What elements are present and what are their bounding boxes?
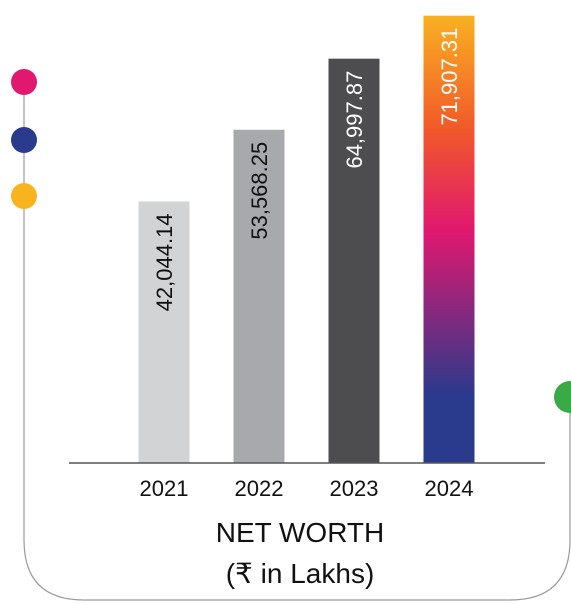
pink-dot	[11, 69, 37, 95]
x-tick-label-2024: 2024	[425, 476, 474, 501]
bar-value-label-2024: 71,907.31	[437, 28, 462, 126]
bar-2024	[423, 15, 475, 463]
frame-line	[23, 82, 571, 601]
x-tick-label-2022: 2022	[235, 476, 284, 501]
bar-labels-group: 42,044.14 53,568.25 64,997.87 71,907.31	[152, 28, 462, 312]
bars-group	[138, 15, 475, 463]
x-tick-labels: 2021 2022 2023 2024	[140, 476, 474, 501]
bar-2023	[328, 58, 380, 463]
bar-2022	[233, 129, 285, 463]
yellow-dot	[11, 183, 37, 209]
bar-2021	[138, 201, 190, 463]
navy-dot	[11, 127, 37, 153]
x-tick-label-2023: 2023	[330, 476, 379, 501]
x-tick-label-2021: 2021	[140, 476, 189, 501]
bar-value-label-2023: 64,997.87	[342, 71, 367, 169]
chart-subtitle: (₹ in Lakhs)	[225, 558, 375, 589]
bar-value-label-2022: 53,568.25	[247, 142, 272, 240]
chart-title: NET WORTH	[215, 517, 385, 548]
green-dot	[554, 381, 571, 413]
bar-value-label-2021: 42,044.14	[152, 213, 177, 311]
